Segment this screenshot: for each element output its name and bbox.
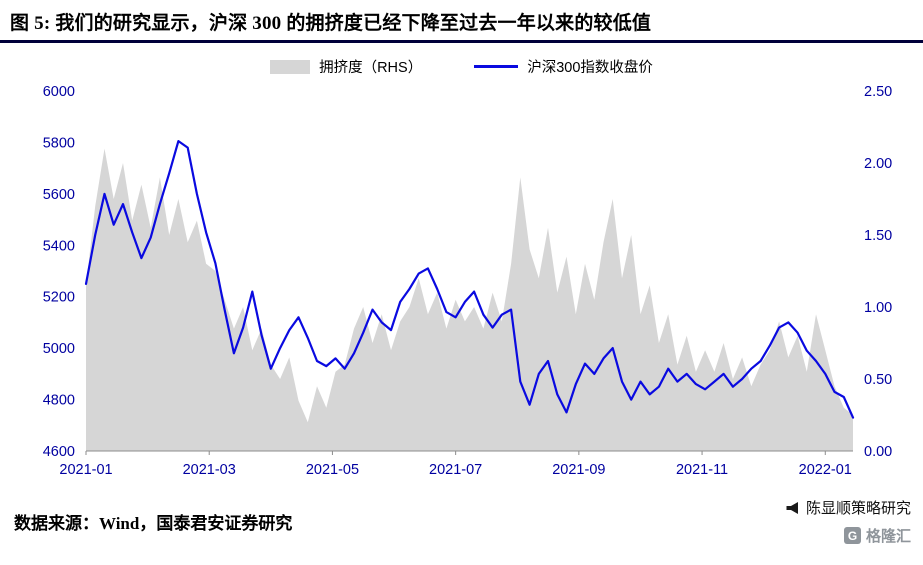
x-axis-tick-label: 2022-01 [799,462,852,478]
watermark: 陈显顺策略研究 G 格隆汇 [785,497,911,546]
left-axis-tick-label: 6000 [43,84,75,100]
title-rule [0,40,923,43]
figure-title: 图 5: 我们的研究显示，沪深 300 的拥挤度已经下降至过去一年以来的较低值 [10,13,652,34]
x-axis-tick-label: 2021-01 [59,462,112,478]
gelonghui-label: 格隆汇 [865,528,911,545]
left-axis-tick-label: 5600 [43,187,75,203]
csi300-line-series [84,140,855,419]
legend-item-csi300: 沪深300指数收盘价 [474,56,653,77]
data-source: 数据来源：Wind，国泰君安证券研究 [14,514,293,533]
gelonghui-logo: G 格隆汇 [843,525,911,546]
watermark-name: 陈显顺策略研究 [805,500,911,517]
legend-item-crowding: 拥挤度（RHS） [270,56,422,77]
gelonghui-icon: G [843,527,861,544]
right-axis-tick-label: 1.50 [864,228,892,244]
right-axis-tick-label: 2.50 [864,84,892,100]
right-axis-tick-label: 2.00 [864,156,892,172]
line-legend-swatch [474,65,519,68]
left-axis-tick-label: 4800 [43,393,75,409]
watermark-name-row: 陈显顺策略研究 [785,497,911,518]
x-axis-tick-label: 2021-05 [306,462,359,478]
x-axis-tick-label: 2021-11 [676,462,728,478]
chart: 6000 5800 5600 5400 5200 5000 4800 4600 2.50 2.00… [43,84,893,478]
left-axis-tick-label: 5200 [43,290,75,306]
chart-legend: 拥挤度（RHS） 沪深300指数收盘价 [0,56,923,77]
left-axis-tick-label: 4600 [43,444,75,460]
right-axis-tick-label: 0.50 [864,372,892,388]
right-axis-tick-label: 0.00 [864,444,892,460]
crowding-area-series [86,148,853,451]
area-legend-swatch [270,59,311,74]
line-legend-label: 沪深300指数收盘价 [527,60,653,76]
right-axis-tick-label: 1.00 [864,300,892,316]
x-axis-tick-label: 2021-07 [429,462,482,478]
figure-header: 图 5: 我们的研究显示，沪深 300 的拥挤度已经下降至过去一年以来的较低值 [0,0,923,40]
figure-footer: 数据来源：Wind，国泰君安证券研究 陈显顺策略研究 G 格隆汇 [0,495,923,546]
megaphone-icon [786,501,798,514]
x-axis-tick-label: 2021-03 [183,462,236,478]
left-axis-tick-label: 5000 [43,341,75,357]
x-axis-tick-label: 2021-09 [552,462,605,478]
area-legend-label: 拥挤度（RHS） [319,60,423,76]
left-axis-tick-label: 5800 [43,135,75,151]
left-axis-tick-label: 5400 [43,238,75,254]
